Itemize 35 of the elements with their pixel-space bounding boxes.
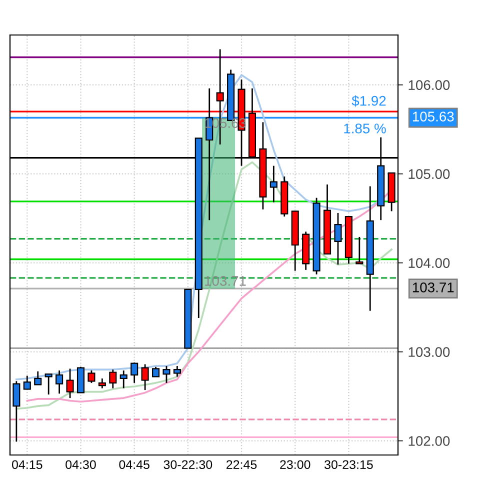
candlestick [88, 370, 96, 384]
candlestick [141, 364, 149, 391]
x-tick-label: 23:00 [280, 460, 310, 470]
ref-line-label: 105.63 [412, 112, 454, 122]
candlestick [12, 380, 20, 442]
x-tick-label: 04:45 [119, 460, 150, 470]
candlestick [56, 370, 64, 394]
candlestick [66, 368, 74, 399]
candlestick [270, 165, 278, 203]
y-tick-label: 103.00 [408, 347, 450, 357]
annotation: 105.63 [205, 118, 246, 128]
x-tick-label: 30-22:30 [164, 460, 212, 470]
candlestick [34, 370, 42, 386]
annotation: 1.85 % [344, 124, 386, 134]
y-tick-label: 102.00 [408, 436, 450, 446]
candlestick [356, 236, 364, 264]
candlestick [109, 368, 117, 389]
annotation: $1.92 [352, 95, 386, 107]
candlestick [130, 362, 138, 384]
x-tick-label: 04:15 [12, 460, 42, 470]
y-tick-label: 106.00 [408, 80, 450, 90]
candlestick [120, 370, 128, 389]
candlestick [162, 365, 170, 384]
ref-line-label: 103.71 [412, 282, 454, 292]
x-tick-label: 04:30 [66, 460, 96, 470]
x-tick-label: 30-23:15 [324, 460, 373, 470]
candlestick [23, 375, 31, 390]
x-tick-label: 22:45 [226, 460, 257, 470]
y-tick-label: 104.00 [408, 258, 450, 268]
candlestick [44, 373, 52, 396]
candlestick [173, 365, 181, 378]
candlestick [334, 212, 342, 266]
candlestick [98, 378, 106, 389]
y-tick-label: 105.00 [408, 169, 450, 179]
candlestick [152, 366, 160, 378]
